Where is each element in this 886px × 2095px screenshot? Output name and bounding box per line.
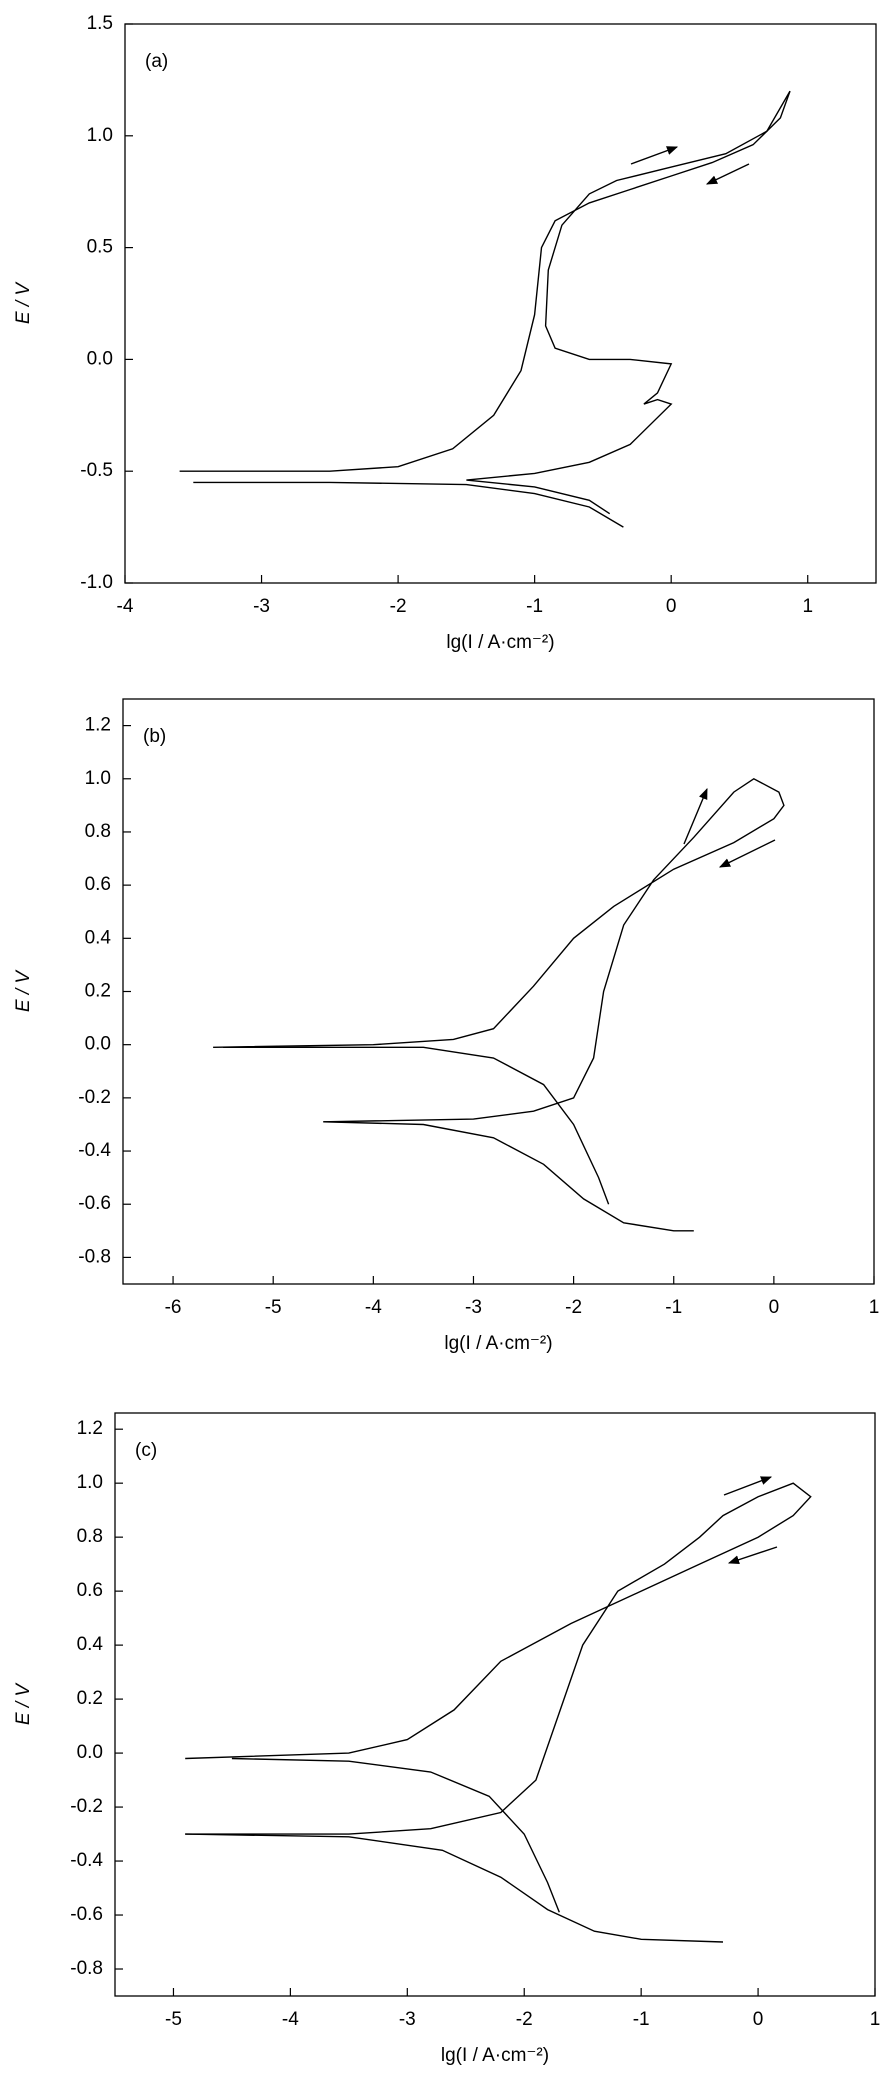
y-axis-label: E / V [13, 969, 34, 1013]
y-tick-label: 0.0 [87, 348, 113, 369]
y-tick-label: -0.8 [78, 1246, 111, 1267]
y-tick-label: 0.8 [77, 1526, 103, 1547]
y-tick-label: 1.0 [87, 125, 113, 146]
x-tick-label: -4 [365, 1297, 382, 1318]
x-tick-label: -4 [117, 596, 134, 617]
curve [193, 481, 624, 528]
arrow [705, 163, 750, 185]
y-tick-label: -0.6 [78, 1193, 111, 1214]
x-tick-label: -2 [516, 2009, 533, 2030]
curve [185, 1833, 724, 1943]
y-axis-label: E / V [13, 1682, 34, 1726]
x-axis-label: lg(I / A·cm⁻²) [444, 1333, 552, 1354]
y-tick-label: 0.0 [77, 1742, 103, 1763]
x-tick-label: -4 [282, 2009, 299, 2030]
x-tick-label: 1 [802, 596, 813, 617]
y-tick-label: -1.0 [80, 572, 113, 593]
x-tick-label: -1 [526, 596, 543, 617]
y-tick-label: 0.2 [85, 981, 111, 1002]
arrow [630, 146, 679, 165]
y-tick-label: -0.6 [70, 1904, 103, 1925]
x-tick-label: 0 [666, 596, 677, 617]
x-tick-label: -5 [265, 1297, 282, 1318]
x-tick-label: 1 [869, 1297, 880, 1318]
y-tick-label: 1.0 [85, 768, 111, 789]
x-tick-label: -6 [165, 1297, 182, 1318]
curve [179, 90, 791, 472]
curve [223, 1046, 610, 1205]
x-tick-label: 0 [753, 2009, 764, 2030]
x-tick-label: 1 [870, 2009, 881, 2030]
x-tick-label: -1 [665, 1297, 682, 1318]
y-tick-label: -0.4 [78, 1140, 111, 1161]
y-tick-label: -0.5 [80, 460, 113, 481]
x-tick-label: -3 [253, 596, 270, 617]
y-tick-label: 1.5 [87, 13, 113, 34]
scan-arrows [630, 146, 778, 1565]
y-axis-label: E / V [13, 281, 34, 325]
panel: -6 -5 -4 -3 -2 -1 0 1 -0.8 -0.6 -0.4 -0.2 0.0 0.2 0.4 0… [13, 698, 880, 1354]
panel: -5 -4 -3 -2 -1 0 1 -0.8 -0.6 -0.4 -0.2 0.0 0.2 0.4 0.6… [13, 1412, 881, 2066]
arrow [718, 839, 776, 868]
x-axis-label: lg(I / A·cm⁻²) [441, 2045, 549, 2066]
x-tick-label: -3 [399, 2009, 416, 2030]
curve [213, 777, 785, 1123]
y-tick-label: -0.2 [78, 1087, 111, 1108]
y-tick-label: -0.8 [70, 1958, 103, 1979]
x-tick-label: -2 [565, 1297, 582, 1318]
y-tick-label: 0.4 [77, 1634, 104, 1655]
curve [185, 1482, 812, 1835]
y-tick-label: 0.6 [85, 874, 111, 895]
curve [323, 1121, 694, 1232]
curve [466, 90, 791, 515]
y-tick-label: 0.6 [77, 1580, 103, 1601]
x-tick-label: -5 [165, 2009, 182, 2030]
y-tick-label: 1.2 [77, 1418, 103, 1439]
x-tick-label: -1 [633, 2009, 650, 2030]
arrow [723, 1476, 773, 1496]
arrow [727, 1546, 778, 1565]
y-tick-label: 0.0 [85, 1034, 111, 1055]
y-tick-label: 0.8 [85, 821, 111, 842]
arrow [683, 787, 708, 845]
y-tick-label: 0.4 [85, 927, 112, 948]
y-tick-label: -0.2 [70, 1796, 103, 1817]
y-tick-label: 1.2 [85, 715, 111, 736]
x-tick-label: -2 [390, 596, 407, 617]
panel-label: (c) [135, 1440, 157, 1461]
curve [231, 1757, 560, 1913]
plot-frame [122, 698, 875, 1285]
y-tick-label: -0.4 [70, 1850, 103, 1871]
x-tick-label: -3 [465, 1297, 482, 1318]
plot-frame [114, 1412, 876, 1997]
panel: -4 -3 -2 -1 0 1 -1.0 -0.5 0.0 0.5 1.0 1.5 lg(I / A·c… [13, 13, 877, 653]
plot-frame [124, 23, 877, 584]
x-axis-label: lg(I / A·cm⁻²) [446, 632, 554, 653]
x-tick-label: 0 [769, 1297, 780, 1318]
panel-label: (a) [145, 51, 168, 72]
y-tick-label: 0.5 [87, 237, 113, 258]
y-tick-label: 1.0 [77, 1472, 103, 1493]
y-tick-label: 0.2 [77, 1688, 103, 1709]
panel-label: (b) [143, 726, 166, 747]
